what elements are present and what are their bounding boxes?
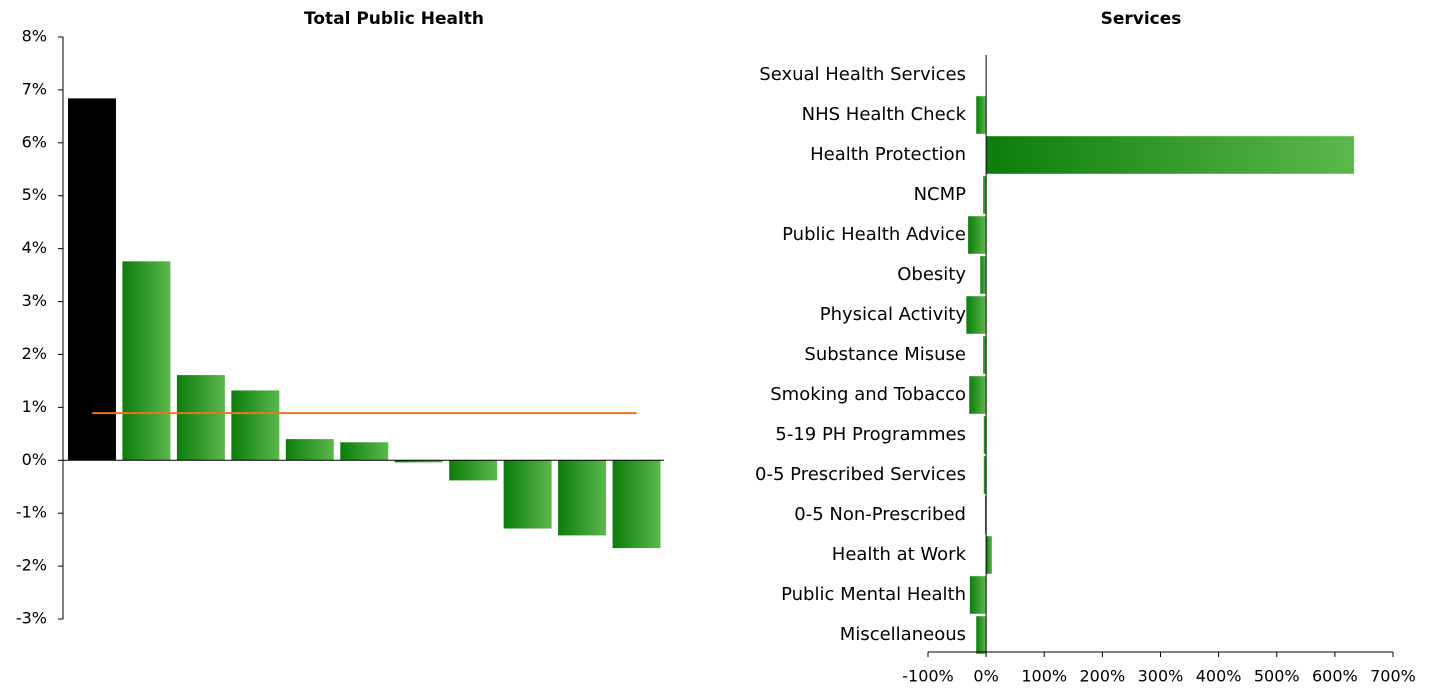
bar <box>983 416 987 454</box>
bar <box>986 536 992 574</box>
y-tick-label: Miscellaneous <box>840 624 966 645</box>
bar <box>976 616 987 654</box>
y-tick-label: Public Mental Health <box>781 584 966 605</box>
y-tick-label: 7% <box>22 79 47 98</box>
y-tick-label: 0% <box>22 450 47 469</box>
y-tick-label: 5-19 PH Programmes <box>775 424 966 445</box>
y-tick-label: Public Health Advice <box>782 224 966 245</box>
bar <box>969 576 987 614</box>
y-tick-label: Health at Work <box>832 544 967 565</box>
bar <box>986 136 1355 174</box>
y-tick-label: 8% <box>22 27 47 46</box>
y-tick-label: 0-5 Prescribed Services <box>755 464 966 485</box>
bar <box>340 442 389 461</box>
chart-title: Services <box>1101 9 1182 29</box>
bar <box>966 296 987 334</box>
bar <box>983 176 987 214</box>
x-tick-label: 0% <box>973 667 998 686</box>
y-tick-label: 4% <box>22 238 47 257</box>
y-tick-label: 6% <box>22 132 47 151</box>
x-tick-label: 200% <box>1080 667 1126 686</box>
y-tick-label: Health Protection <box>810 144 966 165</box>
y-tick-label: -3% <box>16 609 47 628</box>
y-tick-label: -2% <box>16 556 47 575</box>
y-tick-label: Substance Misuse <box>804 344 966 365</box>
bar <box>503 460 552 529</box>
y-tick-label: 0-5 Non-Prescribed <box>794 504 966 525</box>
x-tick-label: 100% <box>1021 667 1067 686</box>
bar <box>68 98 116 461</box>
bar <box>980 256 987 294</box>
x-tick-label: 500% <box>1254 667 1300 686</box>
y-tick-label: 5% <box>22 185 47 204</box>
y-tick-label: Smoking and Tobacco <box>770 384 966 405</box>
y-tick-label: Physical Activity <box>820 304 967 325</box>
y-tick-label: Sexual Health Services <box>759 64 966 85</box>
bar <box>285 439 334 461</box>
bar <box>983 336 987 374</box>
y-tick-label: 1% <box>22 397 47 416</box>
bar <box>558 460 607 536</box>
y-tick-label: 3% <box>22 291 47 310</box>
x-tick-label: 300% <box>1138 667 1184 686</box>
x-tick-label: -100% <box>902 667 954 686</box>
y-tick-label: NHS Health Check <box>802 104 967 125</box>
chart-title: Total Public Health <box>304 9 484 29</box>
bar <box>449 460 498 481</box>
bar <box>231 390 280 461</box>
bar <box>984 496 987 534</box>
bar <box>968 216 987 254</box>
bar <box>394 460 443 463</box>
bar <box>176 375 225 461</box>
y-tick-label: -1% <box>16 503 47 522</box>
bar <box>122 261 171 461</box>
x-tick-label: 600% <box>1312 667 1358 686</box>
y-tick-label: 2% <box>22 344 47 363</box>
bar <box>976 96 987 134</box>
x-tick-label: 400% <box>1196 667 1242 686</box>
bar <box>969 376 987 414</box>
x-tick-label: 700% <box>1370 667 1416 686</box>
bar <box>612 460 661 549</box>
bar <box>983 456 987 494</box>
y-tick-label: Obesity <box>897 264 966 285</box>
y-tick-label: NCMP <box>914 184 967 205</box>
